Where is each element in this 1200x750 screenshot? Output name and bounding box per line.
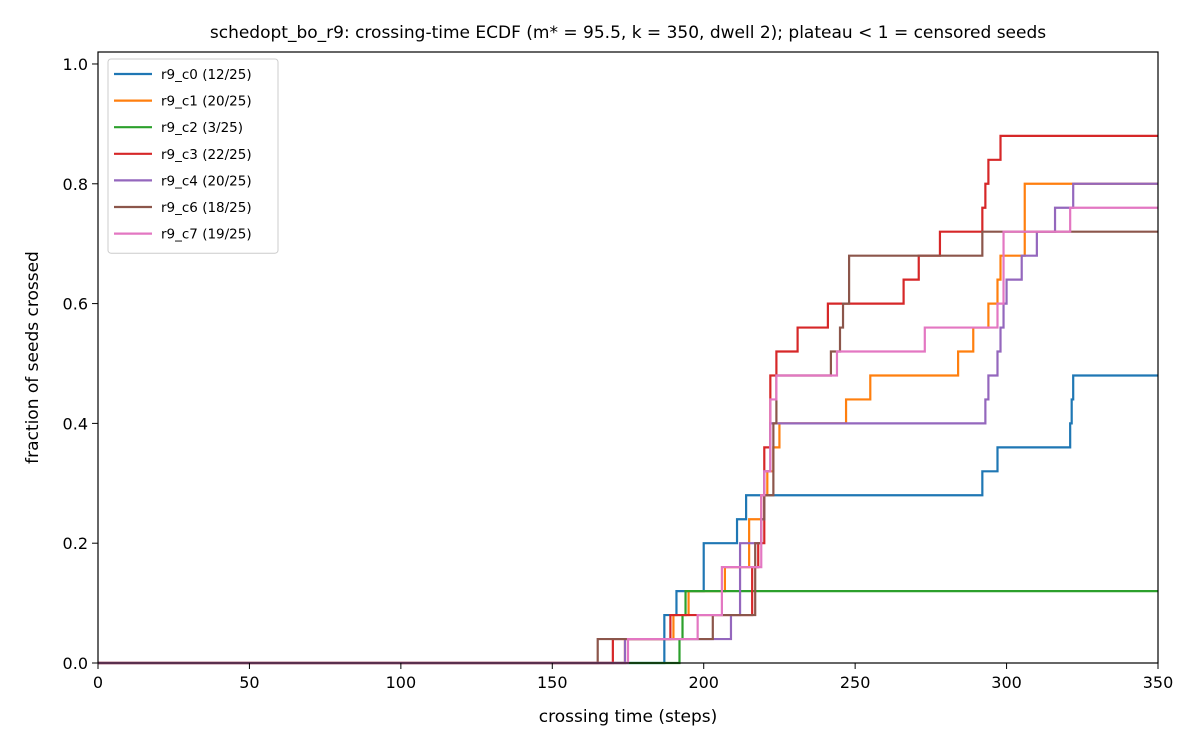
x-axis-label: crossing time (steps) bbox=[539, 707, 717, 727]
legend-box bbox=[107, 58, 279, 254]
x-tick-label: 150 bbox=[537, 673, 568, 692]
legend-label-6: r9_c7 (19/25) bbox=[161, 227, 252, 243]
y-tick-label: 0.8 bbox=[63, 175, 88, 194]
x-tick-label: 250 bbox=[840, 673, 871, 692]
y-axis-label: fraction of seeds crossed bbox=[23, 251, 43, 464]
legend-label-5: r9_c6 (18/25) bbox=[161, 200, 252, 216]
legend-label-2: r9_c2 (3/25) bbox=[161, 120, 243, 136]
legend-label-3: r9_c3 (22/25) bbox=[161, 147, 252, 163]
x-tick-label: 0 bbox=[93, 673, 103, 692]
x-tick-label: 350 bbox=[1143, 673, 1174, 692]
x-tick-label: 200 bbox=[688, 673, 719, 692]
y-axis-ticks: 0.0 0.2 0.4 0.6 0.8 1.0 bbox=[63, 55, 98, 673]
legend: r9_c0 (12/25) r9_c1 (20/25) r9_c2 (3/25) r9… bbox=[107, 58, 279, 254]
legend-label-4: r9_c4 (20/25) bbox=[161, 173, 252, 189]
x-axis-ticks: 0 50 100 150 200 250 300 350 bbox=[93, 663, 1173, 692]
series-line-3 bbox=[98, 134, 1158, 665]
series-layer bbox=[98, 134, 1158, 665]
x-tick-label: 300 bbox=[991, 673, 1022, 692]
y-tick-label: 1.0 bbox=[63, 55, 88, 74]
y-tick-label: 0.4 bbox=[63, 414, 88, 433]
plot-frame bbox=[97, 51, 1159, 664]
x-tick-label: 50 bbox=[239, 673, 259, 692]
series-line-0 bbox=[98, 374, 1158, 665]
y-tick-label: 0.0 bbox=[63, 654, 88, 673]
legend-label-1: r9_c1 (20/25) bbox=[161, 94, 252, 110]
series-line-6 bbox=[98, 206, 1158, 665]
x-tick-label: 100 bbox=[386, 673, 417, 692]
chart-title: schedopt_bo_r9: crossing-time ECDF (m* =… bbox=[210, 23, 1046, 43]
y-tick-label: 0.2 bbox=[63, 534, 88, 553]
series-line-2 bbox=[98, 590, 1158, 665]
y-tick-label: 0.6 bbox=[63, 295, 88, 314]
legend-label-0: r9_c0 (12/25) bbox=[161, 67, 252, 83]
